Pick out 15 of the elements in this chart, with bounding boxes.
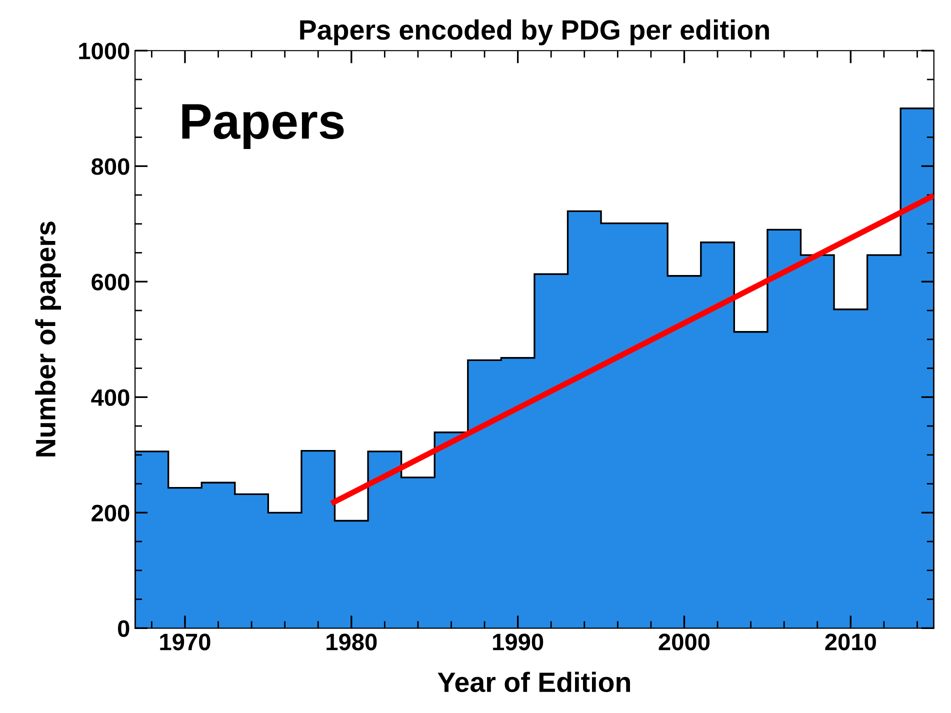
y-tick-label: 1000	[79, 42, 130, 60]
y-tick-label: 800	[92, 158, 130, 175]
y-tick-label: 600	[92, 274, 130, 290]
annotation: Papers	[182, 104, 344, 150]
x-tick-label: 1990	[493, 634, 544, 650]
x-tick-label: 1980	[326, 634, 377, 650]
chart-title: Papers encoded by PDG per edition	[300, 19, 769, 46]
y-tick-label: 200	[92, 504, 130, 522]
y-axis-title: Number of papers	[35, 222, 61, 456]
x-axis-title: Year of Edition	[438, 672, 630, 692]
y-tick-label: 400	[91, 389, 130, 406]
x-tick-label: 2000	[658, 634, 710, 650]
x-tick-label: 2010	[825, 634, 876, 650]
x-tick-label: 1970	[160, 634, 210, 650]
y-tick-label: 0	[118, 620, 130, 637]
